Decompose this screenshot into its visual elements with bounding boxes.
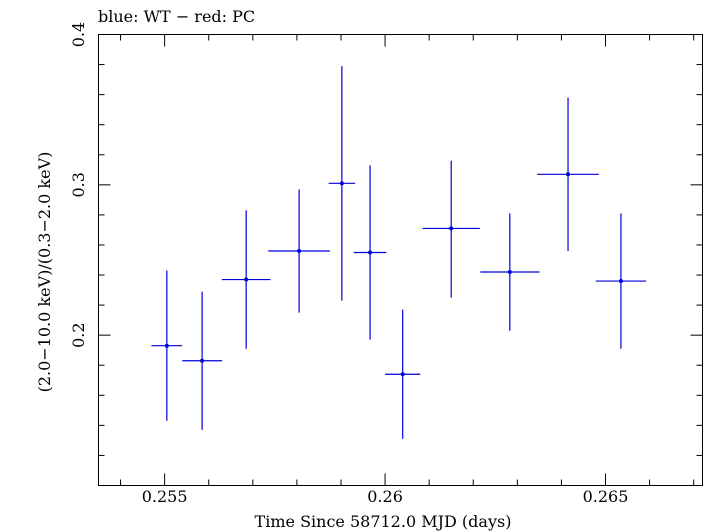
data-point: [385, 309, 421, 439]
data-point: [595, 213, 647, 349]
data-marker: [618, 279, 623, 284]
data-point: [151, 270, 183, 421]
data-marker: [297, 248, 302, 253]
x-tick-label: 0.265: [583, 487, 629, 506]
plot-frame: [98, 34, 703, 486]
data-marker: [566, 172, 571, 177]
data-point: [422, 160, 480, 298]
data-point: [221, 210, 271, 349]
x-tick-label: 0.26: [367, 487, 403, 506]
data-point: [480, 213, 540, 331]
axis-tick-labels: 0.255 0.26 0.265 0.2 0.3 0.4: [69, 22, 628, 506]
data-marker: [368, 250, 373, 255]
chart-title: blue: WT − red: PC: [98, 7, 255, 26]
y-tick-label: 0.4: [69, 22, 88, 47]
data-point: [537, 97, 599, 251]
axis-ticks: [98, 34, 703, 486]
data-marker: [339, 181, 344, 186]
data-point: [328, 66, 356, 301]
data-marker: [400, 372, 405, 377]
data-marker: [507, 270, 512, 275]
x-axis-label: Time Since 58712.0 MJD (days): [255, 512, 512, 531]
data-marker: [200, 358, 205, 363]
data-point: [353, 165, 387, 340]
data-marker: [449, 226, 454, 231]
y-tick-label: 0.3: [69, 172, 88, 197]
data-points: [151, 66, 647, 439]
data-point: [268, 189, 330, 313]
data-marker: [244, 277, 249, 282]
x-tick-label: 0.255: [142, 487, 188, 506]
y-tick-label: 0.2: [69, 322, 88, 347]
data-point: [182, 291, 222, 430]
y-axis-label: (2.0−10.0 keV)/(0.3−2.0 keV): [35, 152, 54, 393]
data-marker: [164, 343, 169, 348]
